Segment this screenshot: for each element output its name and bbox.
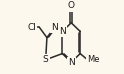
Text: O: O [68,1,75,11]
Text: Me: Me [88,55,100,64]
Text: N: N [59,27,66,36]
Text: N: N [52,23,58,32]
Text: N: N [68,58,75,67]
Text: S: S [43,55,49,64]
Text: Cl: Cl [27,23,36,32]
